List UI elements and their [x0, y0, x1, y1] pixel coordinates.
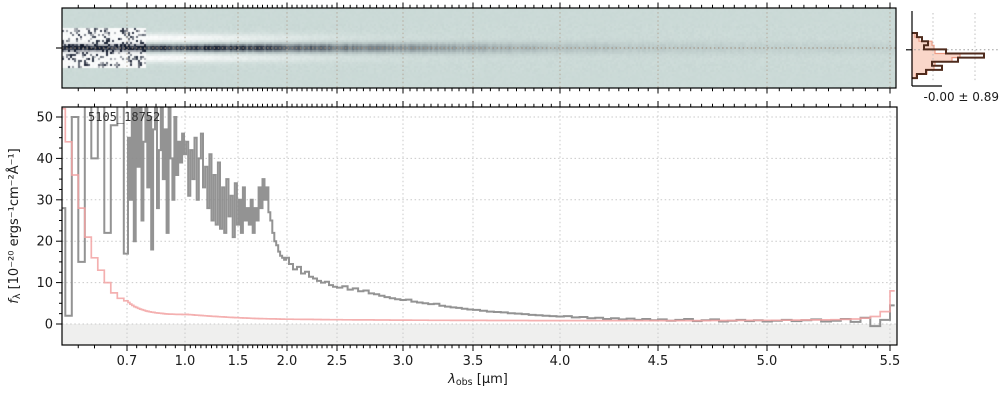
y-axis-label: fλ [10⁻²⁰ ergs⁻¹cm⁻²Å⁻¹]: [7, 148, 23, 304]
x-tick-label: 4.5: [648, 354, 669, 369]
source-id-label: 5105_18752: [88, 110, 161, 124]
x-axis-label: λobs [μm]: [448, 372, 508, 388]
x-tick-label: 1.5: [228, 354, 249, 369]
x-tick-label: 5.0: [757, 354, 778, 369]
y-axis-label-subscript: λ: [12, 293, 23, 300]
x-tick-label: 2.5: [327, 354, 348, 369]
hist-fill: [911, 32, 961, 79]
x-tick-label: 3.5: [463, 354, 484, 369]
x-axis-label-units: [μm]: [472, 372, 508, 387]
x-axis-label-subscript: obs: [455, 377, 473, 388]
x-tick-label: 0.7: [117, 354, 138, 369]
x-tick-label: 1.0: [175, 354, 196, 369]
y-axis-label-symbol: f: [7, 299, 22, 304]
spectrum-panel: 0.7 1.0 1.5 2.0 2.5 3.0 3.5 4.0 4.5 5.0 5.5 0 10 20 30…: [36, 101, 901, 369]
spectrum-lines: [62, 107, 895, 328]
flux-line: [62, 107, 895, 328]
residual-hist-panel: [906, 11, 998, 87]
x-tick-label: 2.0: [277, 354, 298, 369]
uncertainty-line: [62, 107, 895, 322]
spectrum-frame: [61, 106, 898, 346]
spec2d-frame: [61, 7, 897, 89]
residual-stats-label: -0.00 ± 0.89: [923, 90, 999, 104]
x-tick-label: 5.5: [880, 354, 901, 369]
y-tick-label: 0: [45, 318, 53, 333]
y-axis-label-units: [10⁻²⁰ ergs⁻¹cm⁻²Å⁻¹]: [7, 148, 22, 294]
x-tick-label: 3.0: [393, 354, 414, 369]
below-zero-band: [62, 324, 897, 345]
x-axis-label-symbol: λ: [448, 372, 456, 387]
x-tick-label: 4.0: [550, 354, 571, 369]
y-tick-label: 20: [36, 235, 53, 250]
spec2d-panel: [56, 2, 897, 94]
y-tick-label: 40: [36, 152, 53, 167]
y-tick-label: 50: [36, 111, 53, 126]
y-tick-label: 10: [36, 276, 53, 291]
hist-step-line: [912, 32, 985, 80]
y-tick-label: 30: [36, 193, 53, 208]
